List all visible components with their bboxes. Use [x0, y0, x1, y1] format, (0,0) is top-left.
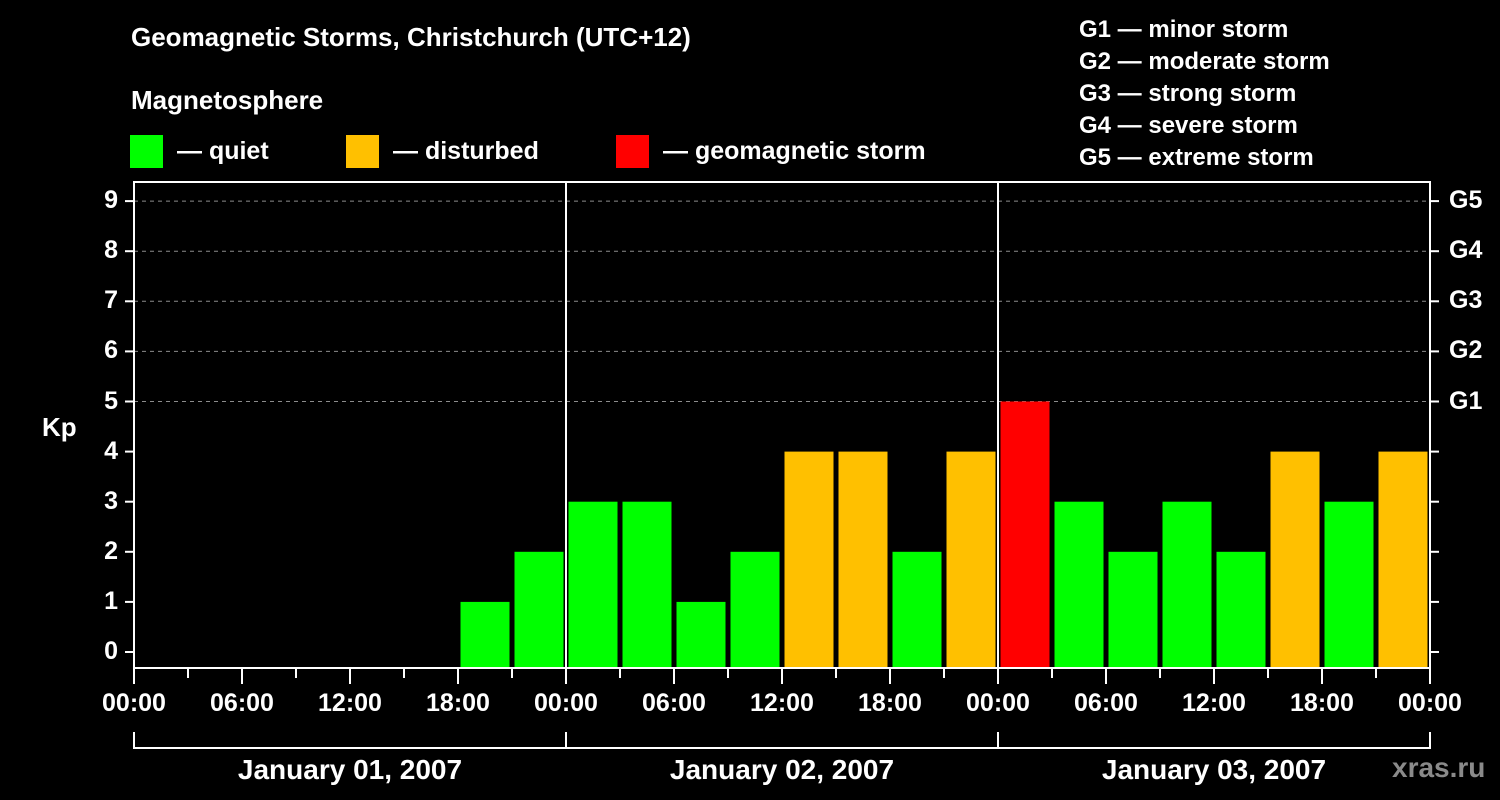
legend-quiet: — quiet — [130, 134, 269, 168]
y-tick-label: 2 — [104, 536, 118, 565]
x-tick-label: 12:00 — [1182, 689, 1246, 717]
y-tick-label: 6 — [104, 336, 118, 365]
day-label: January 03, 2007 — [1101, 754, 1327, 785]
x-tick-label: 18:00 — [426, 689, 490, 717]
watermark: xras.ru — [1392, 752, 1486, 783]
x-tick-label: 06:00 — [1074, 689, 1138, 717]
chart-title: Geomagnetic Storms, Christchurch (UTC+12… — [131, 22, 691, 52]
kp-bar — [1378, 451, 1428, 667]
kp-bar — [1216, 551, 1266, 667]
kp-bar — [1324, 501, 1374, 667]
legend-label-quiet: — quiet — [177, 136, 269, 165]
kp-bar — [1000, 401, 1050, 667]
kp-bar — [1162, 501, 1212, 667]
kp-bar — [892, 551, 942, 667]
y-tick-label: 0 — [104, 637, 118, 665]
g-scale-label: G5 — [1449, 186, 1483, 215]
g-scale-label: G3 — [1449, 286, 1483, 315]
kp-bar — [946, 451, 996, 667]
kp-bar — [784, 451, 834, 667]
chart-subtitle: Magnetosphere — [131, 85, 324, 115]
x-tick-label: 12:00 — [318, 689, 382, 717]
x-tick-label: 00:00 — [966, 689, 1030, 717]
g-scale-label: G2 — [1449, 336, 1483, 365]
kp-bar — [568, 501, 618, 667]
y-tick-label: 3 — [104, 486, 118, 515]
g-scale-legend: G1 — minor storm G2 — moderate storm G3 … — [1079, 14, 1330, 174]
kp-bar — [622, 501, 672, 667]
kp-bar — [730, 551, 780, 667]
x-tick-label: 18:00 — [1290, 689, 1354, 717]
x-tick-label: 00:00 — [1398, 689, 1462, 717]
y-tick-label: 1 — [104, 586, 118, 615]
g-legend-g3: G3 — strong storm — [1079, 80, 1297, 107]
x-tick-label: 06:00 — [642, 689, 706, 717]
legend-label-storm: — geomagnetic storm — [663, 136, 926, 165]
legend-swatch-disturbed — [346, 134, 379, 168]
legend-swatch-quiet — [130, 134, 163, 168]
x-tick-label: 00:00 — [534, 689, 598, 717]
kp-bar — [676, 601, 726, 667]
kp-bar — [514, 551, 564, 667]
y-tick-label: 5 — [104, 386, 118, 415]
y-tick-label: 8 — [104, 236, 118, 265]
kp-bar — [1054, 501, 1104, 667]
legend-disturbed: — disturbed — [346, 134, 539, 168]
day-label: January 01, 2007 — [237, 754, 463, 785]
kp-bar — [460, 601, 510, 667]
x-tick-label: 18:00 — [858, 689, 922, 717]
legend-label-disturbed: — disturbed — [393, 136, 539, 165]
g-scale-label: G1 — [1449, 386, 1483, 415]
y-tick-label: 4 — [104, 436, 118, 465]
legend-storm: — geomagnetic storm — [616, 134, 926, 168]
legend-swatch-storm — [616, 134, 649, 168]
y-tick-label: 9 — [104, 186, 118, 215]
kp-bar — [1108, 551, 1158, 667]
x-tick-label: 00:00 — [102, 689, 166, 717]
g-legend-g1: G1 — minor storm — [1079, 16, 1289, 43]
day-label: January 02, 2007 — [669, 754, 895, 785]
g-legend-g5: G5 — extreme storm — [1079, 144, 1314, 171]
g-scale-label: G4 — [1449, 236, 1483, 265]
kp-bar — [1270, 451, 1320, 667]
y-axis-label: Kp — [42, 412, 77, 442]
y-tick-label: 7 — [104, 286, 118, 315]
g-legend-g2: G2 — moderate storm — [1079, 48, 1330, 75]
x-tick-label: 12:00 — [750, 689, 814, 717]
x-tick-label: 06:00 — [210, 689, 274, 717]
kp-bar — [838, 451, 888, 667]
g-legend-g4: G4 — severe storm — [1079, 112, 1298, 139]
